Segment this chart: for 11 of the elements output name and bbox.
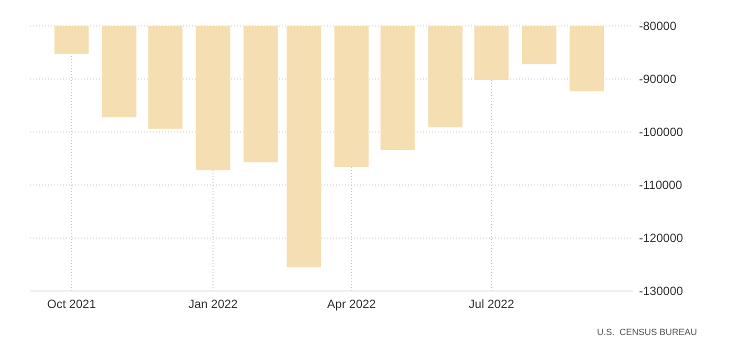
y-tick-label: -110000 <box>639 178 682 192</box>
x-tick-label: Apr 2022 <box>327 297 376 311</box>
y-tick-label: -80000 <box>639 19 677 34</box>
y-tick-label: -120000 <box>639 231 684 246</box>
y-tick-label: -90000 <box>639 72 677 86</box>
x-tick-label: Jan 2022 <box>188 297 238 311</box>
x-tick-label: Oct 2021 <box>47 297 96 311</box>
text: U.S. CENSUS BUREAU <box>596 327 697 337</box>
y-tick-label: -100000 <box>639 125 684 140</box>
x-tick-label: Jul 2022 <box>468 297 514 311</box>
y-tick-label: -130000 <box>639 284 684 298</box>
